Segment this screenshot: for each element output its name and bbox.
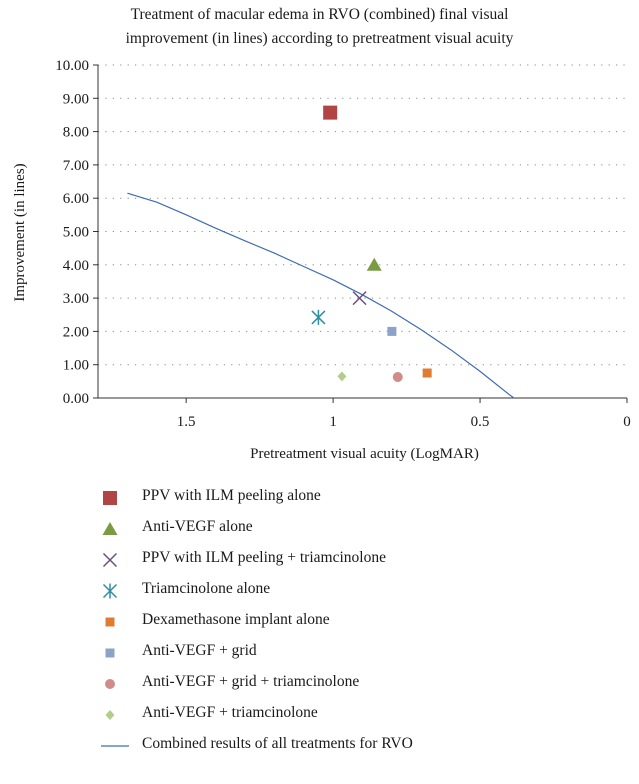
- legend-item: Triamcinolone alone: [100, 579, 620, 601]
- legend-marker: [102, 522, 118, 535]
- y-tick-label: 5.00: [63, 225, 89, 241]
- data-point-series-7: [392, 372, 403, 383]
- y-tick-label: 9.00: [63, 91, 89, 107]
- data-point-series-3: [352, 291, 367, 306]
- legend-marker-icon: [101, 745, 129, 747]
- legend-marker: [105, 617, 115, 627]
- legend-label: PPV with ILM peeling alone: [142, 487, 321, 504]
- legend-marker-icon: [105, 617, 115, 627]
- legend-marker: [105, 679, 115, 689]
- chart-title-line-1: Treatment of macular edema in RVO (combi…: [130, 6, 509, 23]
- y-tick-label: 4.00: [63, 258, 89, 274]
- data-point-series-2: [366, 257, 382, 271]
- legend-marker-icon: [105, 710, 115, 720]
- legend-label: Combined results of all treatments for R…: [142, 735, 413, 752]
- legend-item: Anti-VEGF + triamcinolone: [100, 703, 620, 725]
- legend-marker-icon: [102, 522, 118, 535]
- y-tick-label: 1.00: [63, 358, 89, 374]
- legend-label: Anti-VEGF + grid + triamcinolone: [142, 673, 360, 690]
- legend-label: Anti-VEGF alone: [142, 518, 253, 535]
- x-tick-label: 0: [623, 414, 631, 430]
- trend-line-combined: [127, 192, 515, 399]
- legend-item: Combined results of all treatments for R…: [100, 734, 620, 756]
- scatter-chart: 0.00 1.00 2.00 3.00 4.00 5.00 6.00 7.00 8.00 9.00…: [12, 58, 631, 462]
- legend-marker: [102, 583, 118, 599]
- legend-marker-icon: [102, 583, 118, 599]
- y-tick-label: 3.00: [63, 291, 89, 307]
- legend-label: Dexamethasone implant alone: [142, 611, 330, 628]
- y-tick-label: 7.00: [63, 158, 89, 174]
- legend-marker: [105, 648, 115, 658]
- legend-marker-icon: [105, 679, 115, 689]
- legend-item: PPV with ILM peeling alone: [100, 486, 620, 508]
- legend-marker: [102, 552, 118, 568]
- legend-item: Dexamethasone implant alone: [100, 610, 620, 632]
- y-tick-label: 0.00: [63, 391, 89, 407]
- y-tick-label: 6.00: [63, 191, 89, 207]
- y-tick-label: 10.00: [55, 58, 89, 74]
- chart-title-line-2: improvement (in lines) according to pret…: [125, 30, 514, 47]
- y-tick-label: 2.00: [63, 324, 89, 340]
- legend-item: Anti-VEGF alone: [100, 517, 620, 539]
- legend-item: PPV with ILM peeling + triamcinolone: [100, 548, 620, 570]
- legend-marker-icon: [105, 648, 115, 658]
- legend-label: Triamcinolone alone: [142, 580, 271, 597]
- x-tick-label: 0.5: [471, 414, 490, 430]
- x-axis-title: Pretreatment visual acuity (LogMAR): [250, 446, 479, 462]
- y-tick-label: 8.00: [63, 125, 89, 141]
- legend-item: Anti-VEGF + grid: [100, 641, 620, 663]
- legend-marker: [103, 491, 117, 505]
- legend-label: PPV with ILM peeling + triamcinolone: [142, 549, 386, 566]
- legend-marker-icon: [103, 491, 117, 505]
- data-point-series-8: [337, 371, 347, 382]
- legend-item: Anti-VEGF + grid + triamcinolone: [100, 672, 620, 694]
- x-tick-label: 1.5: [177, 414, 196, 430]
- data-point-series-1: [323, 105, 338, 120]
- x-tick-label: 1: [329, 414, 337, 430]
- legend-marker-icon: [102, 552, 118, 568]
- data-point-series-5: [422, 368, 432, 378]
- data-point-series-6: [387, 326, 397, 336]
- legend-marker: [105, 710, 115, 720]
- legend-label: Anti-VEGF + triamcinolone: [142, 704, 318, 721]
- y-axis-title: Improvement (in lines): [12, 163, 28, 301]
- legend-label: Anti-VEGF + grid: [142, 642, 257, 659]
- data-point-series-4: [311, 309, 326, 325]
